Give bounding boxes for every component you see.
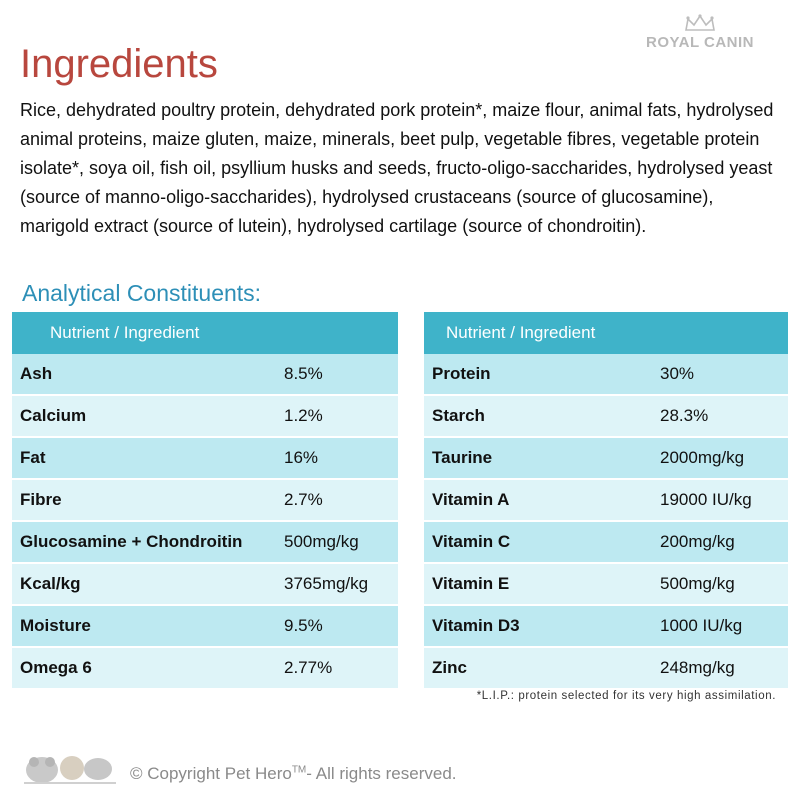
table-row: Omega 6 2.77%	[12, 647, 398, 690]
nutrient-table-right: Nutrient / Ingredient Protein 30% Starch 2…	[424, 312, 788, 690]
nutrient-value: 8.5%	[276, 354, 398, 396]
nutrient-name: Moisture	[12, 605, 276, 648]
table-row: Taurine 2000mg/kg	[424, 437, 788, 480]
nutrient-name: Fat	[12, 437, 276, 480]
nutrient-table-left: Nutrient / Ingredient Ash 8.5% Calcium 1.2…	[12, 312, 398, 690]
nutrient-name: Zinc	[424, 647, 652, 690]
nutrient-value: 248mg/kg	[652, 647, 788, 690]
nutrient-value: 2.7%	[276, 479, 398, 522]
table-row: Vitamin A 19000 IU/kg	[424, 479, 788, 522]
table-row: Kcal/kg 3765mg/kg	[12, 563, 398, 606]
brand-name: ROYAL CANIN	[645, 34, 755, 51]
nutrient-name: Vitamin D3	[424, 605, 652, 648]
crown-icon	[685, 14, 715, 31]
column-header-value	[652, 312, 788, 354]
nutrient-value: 16%	[276, 437, 398, 480]
nutrient-name: Kcal/kg	[12, 563, 276, 606]
nutrient-name: Glucosamine + Chondroitin	[12, 521, 276, 564]
table-row: Calcium 1.2%	[12, 395, 398, 438]
nutrient-name: Vitamin E	[424, 563, 652, 606]
nutrient-name: Ash	[12, 354, 276, 396]
nutrient-value: 3765mg/kg	[276, 563, 398, 606]
table-row: Ash 8.5%	[12, 354, 398, 396]
table-header-row: Nutrient / Ingredient	[12, 312, 398, 354]
nutrient-value: 500mg/kg	[652, 563, 788, 606]
nutrient-name: Starch	[424, 395, 652, 438]
table-header-row: Nutrient / Ingredient	[424, 312, 788, 354]
table-row: Moisture 9.5%	[12, 605, 398, 648]
copyright: © Copyright Pet HeroTM- All rights reser…	[130, 764, 457, 784]
footnote: *L.I.P.: protein selected for its very h…	[476, 690, 776, 702]
nutrient-value: 2000mg/kg	[652, 437, 788, 480]
trademark: TM	[291, 764, 307, 776]
table-row: Glucosamine + Chondroitin 500mg/kg	[12, 521, 398, 564]
ingredients-text: Rice, dehydrated poultry protein, dehydr…	[20, 100, 774, 236]
nutrient-name: Taurine	[424, 437, 652, 480]
nutrient-value: 28.3%	[652, 395, 788, 438]
copyright-suffix: - All rights reserved.	[306, 764, 457, 783]
table-row: Vitamin E 500mg/kg	[424, 563, 788, 606]
table-row: Fat 16%	[12, 437, 398, 480]
table-row: Protein 30%	[424, 354, 788, 396]
nutrient-name: Protein	[424, 354, 652, 396]
nutrient-name: Calcium	[12, 395, 276, 438]
page-title: Ingredients	[20, 42, 218, 86]
nutrient-value: 1.2%	[276, 395, 398, 438]
section-title: Analytical Constituents:	[22, 280, 262, 306]
nutrient-value: 500mg/kg	[276, 521, 398, 564]
table-row: Starch 28.3%	[424, 395, 788, 438]
nutrient-name: Vitamin C	[424, 521, 652, 564]
nutrient-value: 30%	[652, 354, 788, 396]
column-header-value	[276, 312, 398, 354]
table-row: Vitamin C 200mg/kg	[424, 521, 788, 564]
nutrient-name: Vitamin A	[424, 479, 652, 522]
pet-hero-mascot-logo	[24, 756, 116, 784]
column-header-nutrient: Nutrient / Ingredient	[424, 312, 652, 354]
table-row: Zinc 248mg/kg	[424, 647, 788, 690]
nutrient-value: 9.5%	[276, 605, 398, 648]
table-row: Vitamin D3 1000 IU/kg	[424, 605, 788, 648]
nutrient-name: Fibre	[12, 479, 276, 522]
nutrient-name: Omega 6	[12, 647, 276, 690]
nutrient-value: 19000 IU/kg	[652, 479, 788, 522]
nutrient-value: 200mg/kg	[652, 521, 788, 564]
column-header-nutrient: Nutrient / Ingredient	[12, 312, 276, 354]
copyright-text: © Copyright Pet Hero	[130, 764, 292, 783]
table-row: Fibre 2.7%	[12, 479, 398, 522]
nutrient-value: 1000 IU/kg	[652, 605, 788, 648]
royal-canin-logo: ROYAL CANIN	[630, 14, 770, 56]
nutrient-value: 2.77%	[276, 647, 398, 690]
